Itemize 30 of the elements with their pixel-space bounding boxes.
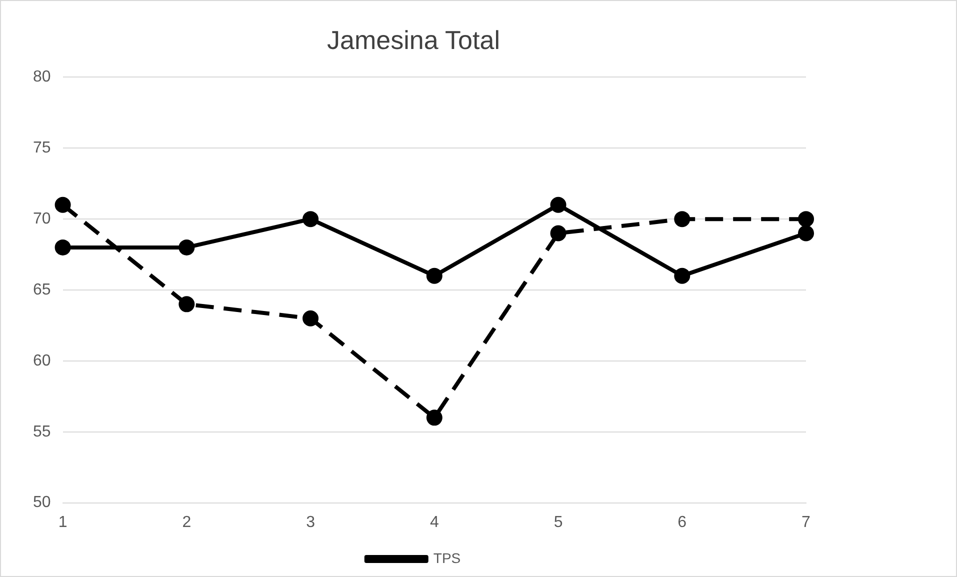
point [674,268,690,284]
point [674,211,690,228]
y-tick-label: 50 [33,494,51,512]
point [798,225,814,242]
chart-title: Jamesina Total [327,24,500,55]
x-tick-label: 1 [58,514,68,531]
x-tick-label: 5 [554,514,563,531]
x-tick-label: 2 [182,514,192,531]
point [550,196,566,213]
x-tick-label: 6 [678,514,687,531]
point [178,239,195,256]
y-tick-label: 55 [33,423,51,440]
x-tick-label: 7 [802,514,811,531]
y-tick-label: 80 [33,68,51,86]
point [302,211,319,228]
point [302,310,319,326]
point [54,196,71,213]
legend-label: TPS [433,550,461,566]
x-tick-label: 4 [430,514,439,531]
y-tick-label: 75 [33,140,51,157]
point [798,211,814,228]
x-tick-label: 3 [306,514,316,531]
point [178,296,195,312]
y-tick-label: 70 [33,210,51,228]
point [550,225,566,242]
point [426,410,442,426]
point [54,239,71,256]
y-tick-label: 65 [33,281,51,298]
point [426,268,442,284]
y-tick-label: 60 [33,352,51,370]
